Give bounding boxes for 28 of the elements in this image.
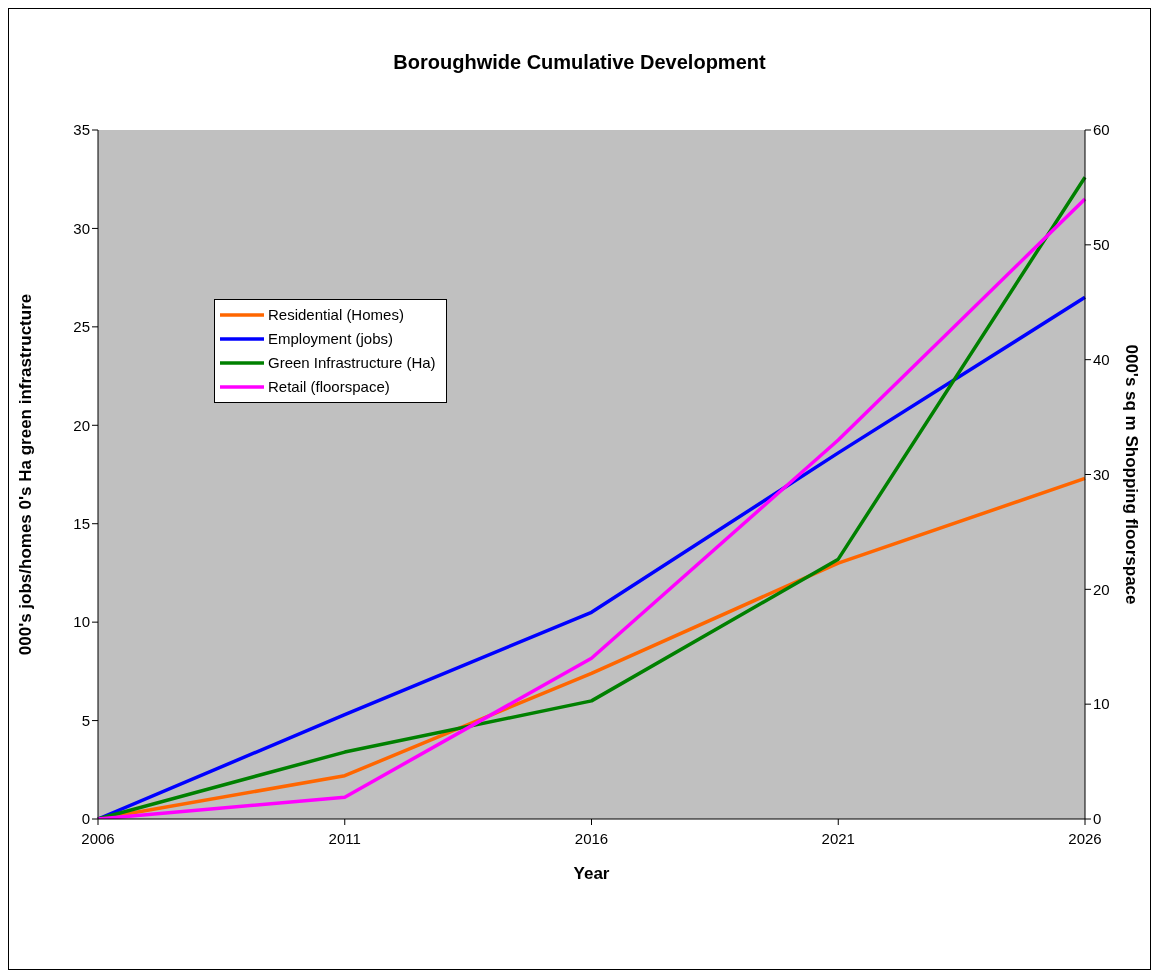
x-tick-label: 2021 bbox=[821, 829, 855, 847]
y-tick-label: 25 bbox=[73, 318, 90, 336]
y2-tick-label: 0 bbox=[1093, 810, 1102, 828]
y2-tick-label: 20 bbox=[1093, 580, 1110, 598]
legend-label: Retail (floorspace) bbox=[268, 377, 390, 397]
y2-tick-label: 60 bbox=[1093, 121, 1110, 139]
legend-label: Green Infrastructure (Ha) bbox=[268, 353, 436, 373]
y2-tick-label: 40 bbox=[1093, 350, 1110, 368]
y-tick-label: 20 bbox=[73, 416, 90, 434]
x-tick-label: 2011 bbox=[328, 829, 361, 847]
y-tick-label: 35 bbox=[73, 121, 90, 139]
legend-label: Employment (jobs) bbox=[268, 329, 394, 349]
y-tick-label: 0 bbox=[81, 810, 90, 828]
y-tick-label: 5 bbox=[81, 711, 90, 729]
y-tick-label: 10 bbox=[73, 613, 90, 631]
y2-tick-label: 30 bbox=[1093, 465, 1110, 483]
y2-axis-title: 000's sq m Shopping floorspace bbox=[1121, 344, 1141, 605]
x-tick-label: 2026 bbox=[1068, 829, 1102, 847]
chart-title: Boroughwide Cumulative Development bbox=[392, 51, 767, 74]
y2-tick-label: 50 bbox=[1093, 236, 1110, 254]
y2-tick-label: 10 bbox=[1093, 695, 1110, 713]
y-axis-title: 000's jobs/homes 0's Ha green infrastructure bbox=[16, 293, 36, 656]
x-axis-title: Year bbox=[573, 864, 610, 883]
y-tick-label: 30 bbox=[73, 219, 90, 237]
x-tick-label: 2006 bbox=[81, 829, 115, 847]
y-tick-label: 15 bbox=[73, 515, 90, 533]
legend-label: Residential (Homes) bbox=[268, 305, 404, 325]
x-tick-label: 2016 bbox=[574, 829, 609, 847]
